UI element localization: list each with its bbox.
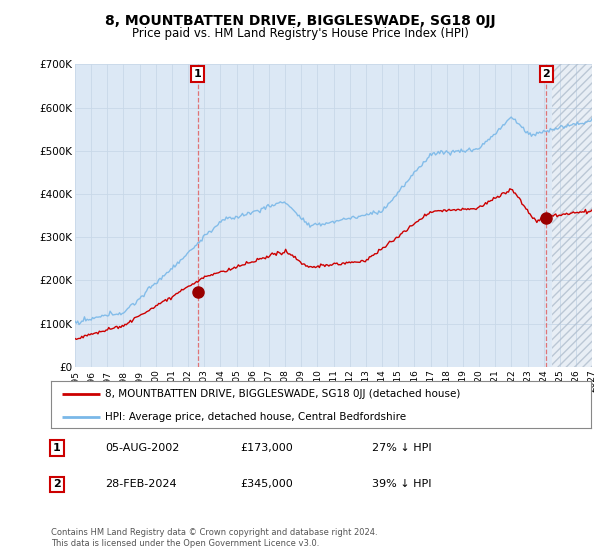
Text: HPI: Average price, detached house, Central Bedfordshire: HPI: Average price, detached house, Cent… xyxy=(105,412,406,422)
Text: 2: 2 xyxy=(53,479,61,489)
Bar xyxy=(552,64,592,367)
Text: 27% ↓ HPI: 27% ↓ HPI xyxy=(372,443,431,453)
Text: £345,000: £345,000 xyxy=(240,479,293,489)
Bar xyxy=(552,64,592,367)
Text: 39% ↓ HPI: 39% ↓ HPI xyxy=(372,479,431,489)
Text: 1: 1 xyxy=(53,443,61,453)
Text: 2: 2 xyxy=(542,69,550,79)
Text: Price paid vs. HM Land Registry's House Price Index (HPI): Price paid vs. HM Land Registry's House … xyxy=(131,27,469,40)
Text: £173,000: £173,000 xyxy=(240,443,293,453)
Text: Contains HM Land Registry data © Crown copyright and database right 2024.
This d: Contains HM Land Registry data © Crown c… xyxy=(51,528,377,548)
Text: 8, MOUNTBATTEN DRIVE, BIGGLESWADE, SG18 0JJ (detached house): 8, MOUNTBATTEN DRIVE, BIGGLESWADE, SG18 … xyxy=(105,389,460,399)
Text: 05-AUG-2002: 05-AUG-2002 xyxy=(105,443,179,453)
Text: 1: 1 xyxy=(194,69,202,79)
Text: 8, MOUNTBATTEN DRIVE, BIGGLESWADE, SG18 0JJ: 8, MOUNTBATTEN DRIVE, BIGGLESWADE, SG18 … xyxy=(104,14,496,28)
Text: 28-FEB-2024: 28-FEB-2024 xyxy=(105,479,176,489)
